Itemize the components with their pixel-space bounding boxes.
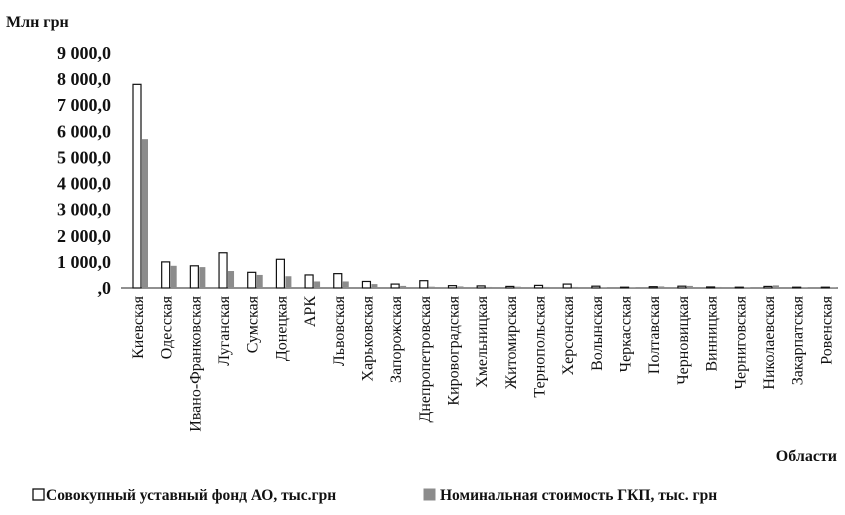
- x-tick-label: Николаевская: [761, 295, 778, 389]
- bar-series-1: [562, 283, 572, 289]
- plot-area: [121, 83, 838, 289]
- bar-series-1: [390, 283, 400, 289]
- bar-series-1: [247, 271, 257, 289]
- bar-series-2: [658, 286, 665, 288]
- bar-series-1: [304, 274, 314, 289]
- bar-series-1: [591, 285, 601, 289]
- y-tick-label: 1 000,0: [57, 252, 111, 272]
- legend-swatch-series-1: [32, 488, 45, 501]
- bar-series-1: [533, 284, 544, 289]
- bar-series-1: [132, 83, 142, 289]
- bar-series-2: [170, 265, 177, 288]
- bar-series-1: [792, 286, 802, 289]
- x-tick-label: Полтавская: [646, 295, 663, 374]
- x-tick-label: Ивано-Франковская: [187, 295, 204, 431]
- bar-series-2: [572, 286, 579, 288]
- x-tick-label: Черновицкая: [675, 295, 692, 384]
- bar-series-1: [505, 285, 515, 289]
- x-tick-label: Киевская: [130, 295, 147, 359]
- legend-item-series-1: Совокупный уставный фонд АО, тыс.грн: [32, 487, 336, 504]
- bar-series-1: [763, 285, 773, 289]
- bar-series-2: [600, 287, 607, 288]
- x-tick-label: Запорожская: [388, 295, 405, 383]
- x-tick-label: Херсонская: [560, 295, 577, 375]
- bar-series-2: [142, 139, 148, 288]
- bar-series-1: [419, 280, 429, 289]
- y-axis-title: Млн грн: [6, 14, 69, 31]
- x-axis-title: Области: [776, 448, 837, 465]
- bar-series-1: [447, 285, 458, 289]
- bar-series-2: [228, 271, 235, 288]
- bar-series-1: [820, 286, 830, 289]
- bar-series-2: [371, 284, 378, 288]
- legend: Совокупный уставный фонд АО, тыс.грн Ном…: [32, 487, 717, 504]
- bar-series-2: [199, 267, 206, 288]
- x-axis-ticks: Киевская Одесская Ивано-Франковская Луганск…: [130, 295, 835, 431]
- bar-series-2: [486, 286, 493, 288]
- bar-series-1: [218, 252, 228, 289]
- x-tick-label: Сумская: [245, 295, 262, 353]
- legend-label-series-2: Номинальная стоимость ГКП, тыс. грн: [440, 487, 717, 504]
- bar-series-2: [830, 287, 837, 288]
- bar-series-2: [772, 285, 779, 288]
- bar-series-2: [457, 286, 464, 288]
- y-axis-ticks: ,0 1 000,0 2 000,0 3 000,0 4 000,0 5 000,0 6 0…: [57, 43, 111, 298]
- x-tick-label: Винницкая: [704, 295, 721, 371]
- y-tick-label: 4 000,0: [57, 174, 111, 194]
- x-tick-label: Ровенская: [818, 295, 835, 364]
- y-tick-label: 3 000,0: [57, 200, 111, 220]
- bar-series-1: [734, 286, 744, 289]
- bar-series-2: [428, 286, 435, 288]
- bar-series-2: [285, 276, 292, 288]
- y-tick-label: 2 000,0: [57, 226, 111, 246]
- bar-series-1: [189, 265, 199, 289]
- bar-series-2: [801, 287, 808, 288]
- x-tick-label: Тернопольская: [532, 295, 549, 397]
- bar-series-2: [744, 287, 751, 288]
- x-tick-label: Львовская: [331, 295, 348, 366]
- y-tick-label: ,0: [98, 278, 112, 298]
- bar-series-1: [161, 261, 171, 289]
- x-tick-label: Черниговская: [732, 295, 749, 389]
- x-tick-label: Хмельницкая: [474, 295, 491, 387]
- bar-series-1: [361, 280, 372, 289]
- bar-series-2: [256, 274, 263, 288]
- bar-series-1: [275, 258, 285, 289]
- x-tick-label: Волынская: [589, 295, 606, 370]
- x-tick-label: Житомирская: [503, 295, 520, 389]
- x-tick-label: Кировоградская: [445, 295, 462, 405]
- bar-series-2: [629, 287, 636, 288]
- x-tick-label: Днепропетровская: [417, 295, 434, 422]
- legend-item-series-2: Номинальная стоимость ГКП, тыс. грн: [423, 487, 717, 504]
- bar-series-2: [314, 281, 321, 288]
- bar-series-2: [715, 286, 722, 288]
- bar-series-1: [476, 285, 486, 289]
- y-tick-label: 6 000,0: [57, 121, 111, 141]
- x-tick-label: Луганская: [216, 295, 233, 365]
- y-tick-label: 8 000,0: [57, 69, 111, 89]
- bar-series-2: [686, 285, 693, 288]
- bar-series-1: [619, 286, 630, 289]
- bar-series-1: [705, 286, 716, 289]
- bar-series-2: [543, 286, 550, 288]
- bar-series-1: [648, 286, 658, 289]
- x-tick-label: Харьковская: [359, 295, 376, 381]
- y-tick-label: 7 000,0: [57, 95, 111, 115]
- bar-series-2: [342, 281, 349, 288]
- x-tick-label: Одесская: [159, 295, 176, 359]
- bar-series-1: [677, 285, 687, 289]
- x-tick-label: АРК: [302, 296, 319, 327]
- bar-series-2: [514, 286, 521, 288]
- bar-series-1: [333, 273, 343, 289]
- x-tick-label: Черкасская: [618, 295, 635, 372]
- legend-swatch-series-2: [423, 488, 436, 501]
- legend-label-series-1: Совокупный уставный фонд АО, тыс.грн: [46, 487, 336, 504]
- x-tick-label: Закарпатская: [790, 295, 807, 385]
- y-tick-label: 5 000,0: [57, 147, 111, 167]
- y-tick-label: 9 000,0: [57, 43, 111, 63]
- bar-series-2: [400, 285, 407, 288]
- x-tick-label: Донецкая: [273, 295, 290, 361]
